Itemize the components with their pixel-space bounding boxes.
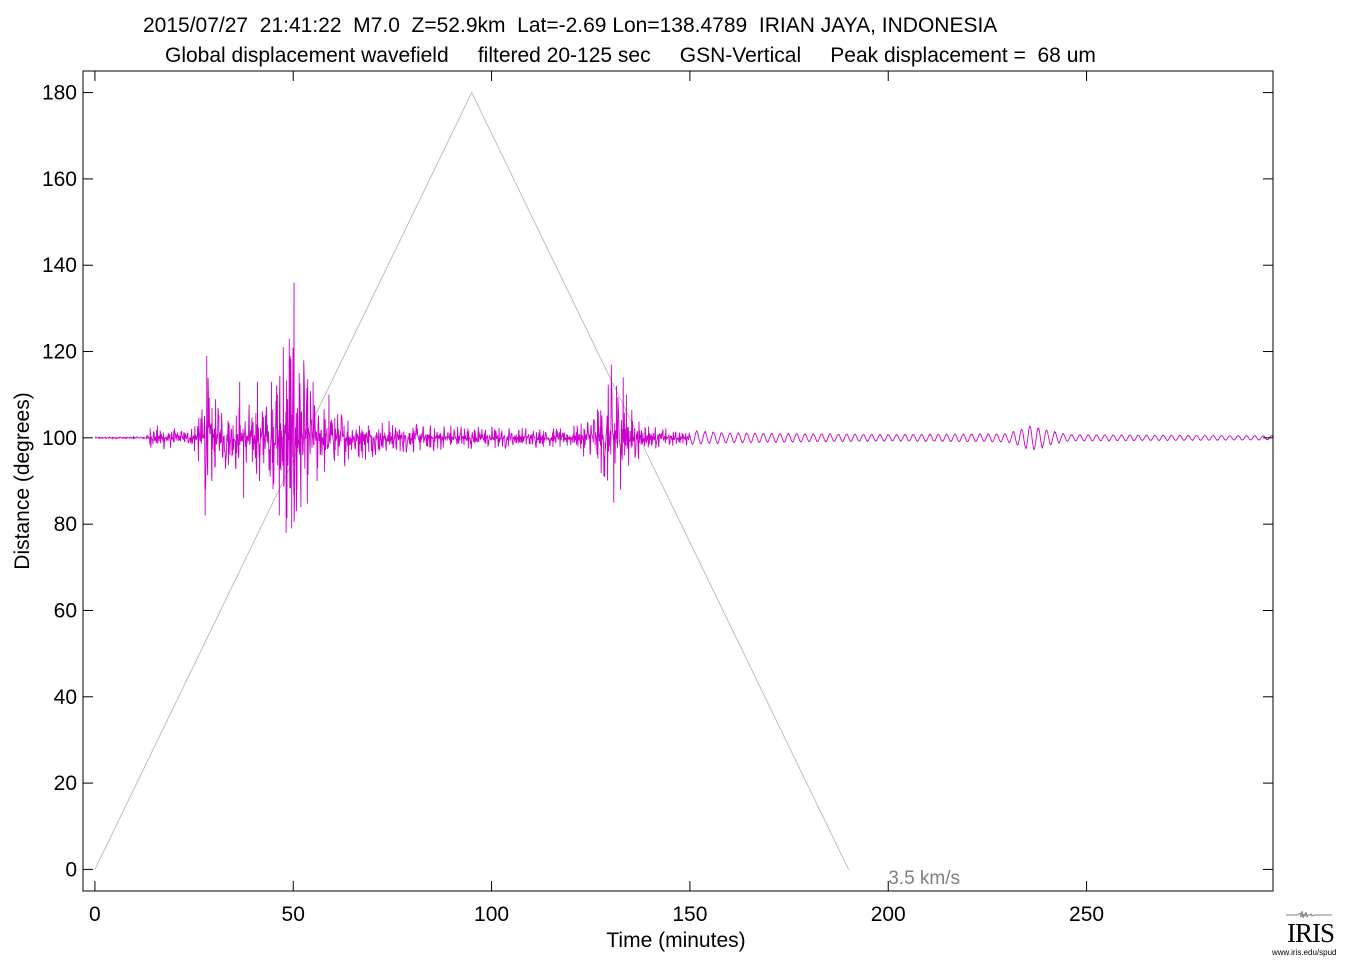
logo-wordmark: IRIS (1287, 918, 1335, 948)
y-tick-label: 100 (42, 427, 77, 450)
y-tick-label: 40 (54, 686, 77, 709)
y-axis-label: Distance (degrees) (11, 392, 34, 569)
velocity-annotation: 3.5 km/s (888, 868, 960, 889)
y-tick-label: 0 (65, 858, 77, 881)
x-tick-label: 250 (1069, 903, 1104, 926)
chart-title-line-2: Global displacement wavefield filtered 2… (165, 44, 1096, 67)
x-tick-label: 100 (474, 903, 509, 926)
x-tick-label: 150 (672, 903, 707, 926)
seismogram-trace (94, 282, 1273, 533)
x-tick-label: 200 (871, 903, 906, 926)
plot-frame (82, 70, 1274, 892)
y-tick-label: 120 (42, 341, 77, 364)
y-tick-label: 160 (42, 168, 77, 191)
chart-title-line-1: 2015/07/27 21:41:22 M7.0 Z=52.9km Lat=-2… (143, 14, 998, 37)
x-tick-label: 50 (282, 903, 305, 926)
y-tick-label: 140 (42, 254, 77, 277)
x-tick-label: 0 (89, 903, 101, 926)
velocity-line (94, 91, 850, 870)
y-tick-label: 80 (54, 513, 77, 536)
x-axis-label: Time (minutes) (606, 929, 745, 952)
logo-url[interactable]: www.iris.edu/spud (1272, 948, 1337, 957)
y-tick-label: 20 (54, 772, 77, 795)
y-tick-label: 180 (42, 82, 77, 105)
y-tick-label: 60 (54, 599, 77, 622)
logo-seismogram-icon (1286, 910, 1332, 919)
